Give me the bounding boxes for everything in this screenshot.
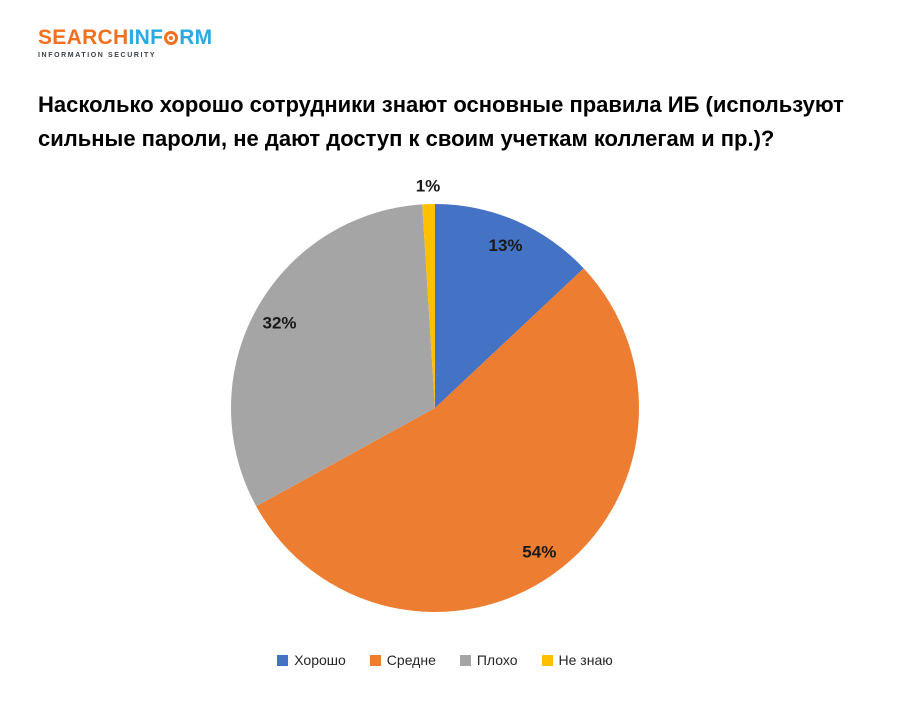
legend-label: Плохо (476, 652, 518, 668)
logo-wordmark: SEARCH INF RM (38, 27, 212, 48)
legend-swatch-icon (541, 654, 553, 666)
pie-slice-2 (256, 268, 639, 612)
logo-text-inf: INF (128, 26, 164, 49)
legend-swatch-icon (369, 654, 381, 666)
legend-item: Плохо (459, 652, 518, 668)
legend-label: Не знаю (558, 652, 613, 668)
pie-data-label: 32% (262, 313, 296, 332)
chart-legend: Хорошо Средне Плохо Не знаю (0, 653, 890, 667)
logo-o-target-icon (164, 30, 179, 45)
pie-data-label: 54% (522, 543, 556, 562)
logo-tagline: INFORMATION SECURITY (38, 52, 157, 59)
chart-title: Насколько хорошо сотрудники знают основн… (38, 88, 844, 156)
pie-data-label: 13% (488, 236, 522, 255)
legend-label: Средне (386, 652, 436, 668)
logo-text-search: SEARCH (38, 26, 129, 49)
legend-item: Средне (369, 652, 436, 668)
legend-swatch-icon (277, 654, 289, 666)
pie-slice-3 (230, 204, 435, 507)
legend-item: Не знаю (541, 652, 613, 668)
searchinform-logo: SEARCH INF RM INFORMATION SECURITY (38, 27, 212, 59)
pie-slice-1 (435, 204, 584, 408)
legend-item: Хорошо (277, 653, 346, 667)
pie-data-label: 1% (416, 177, 441, 196)
pie-slice-4 (422, 203, 435, 408)
chart-title-line-2: сильные пароли, не дают доступ к своим у… (38, 126, 775, 151)
legend-swatch-icon (459, 654, 471, 666)
legend-label: Хорошо (294, 652, 346, 668)
chart-title-line-1: Насколько хорошо сотрудники знают основн… (38, 92, 844, 117)
logo-text-rm: RM (179, 26, 213, 49)
